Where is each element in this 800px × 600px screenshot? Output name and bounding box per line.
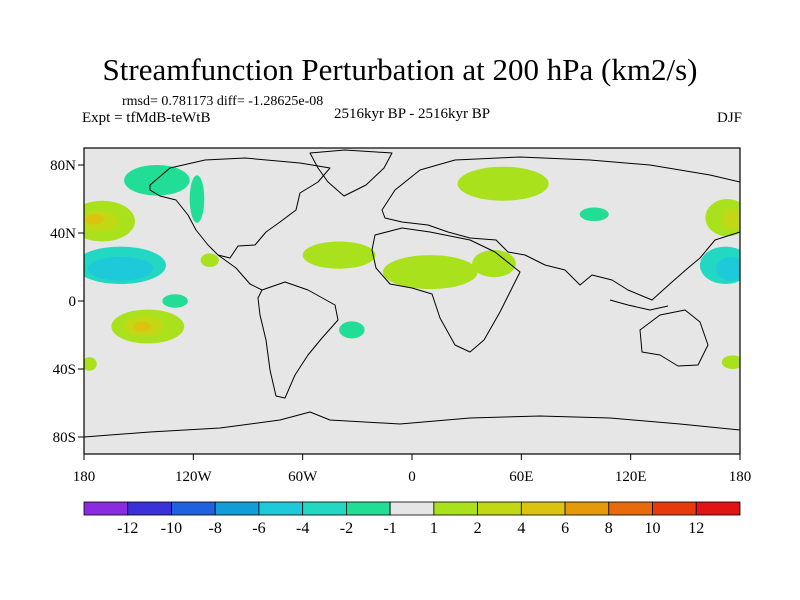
- colorbar-swatch-12: [608, 501, 653, 516]
- y-tick-label-2: 0: [69, 294, 77, 310]
- anomaly-arabia-band: [472, 250, 516, 278]
- colorbar-swatch-1: [127, 501, 172, 516]
- colorbar-swatch-9: [477, 501, 522, 516]
- colorbar-swatch-8: [433, 501, 479, 516]
- colorbar-label-9: 4: [517, 520, 525, 537]
- anomaly-alaska-canada: [124, 165, 190, 196]
- y-tick-label-0: 80N: [50, 158, 76, 174]
- anomaly-subtropical-pacific-east-core: [87, 256, 154, 281]
- stats-label: rmsd= 0.781173 diff= -1.28625e-08: [122, 94, 324, 109]
- colorbar-label-7: 1: [430, 520, 438, 537]
- experiment-label: Expt = tfMdB-teWtB: [82, 110, 211, 126]
- anomaly-atlantic-band: [302, 241, 376, 269]
- colorbar-swatch-5: [302, 501, 347, 516]
- y-tick-label-1: 40N: [50, 226, 76, 242]
- x-tick-label-6: 180: [729, 469, 752, 485]
- colorbar-label-1: -10: [161, 520, 182, 537]
- colorbar-label-0: -12: [117, 520, 138, 537]
- y-tick-label-4: 80S: [53, 430, 76, 446]
- colorbar-label-12: 10: [645, 520, 661, 537]
- season-label: DJF: [716, 110, 742, 126]
- coastlines: [84, 149, 740, 438]
- colorbar-label-4: -4: [296, 520, 309, 537]
- colorbar-label-10: 6: [561, 520, 569, 537]
- colorbar-swatch-7: [389, 501, 435, 516]
- colorbar-label-3: -6: [252, 520, 265, 537]
- colorbar-label-6: -1: [383, 520, 396, 537]
- colorbar-label-11: 8: [605, 520, 613, 537]
- anomaly-north-pacific-west-inner: [85, 214, 105, 225]
- colorbar-label-13: 12: [688, 520, 704, 537]
- chart-title: Streamfunction Perturbation at 200 hPa (…: [102, 52, 698, 87]
- colorbar-swatch-4: [258, 501, 304, 516]
- period-label: 2516kyr BP - 2516kyr BP: [333, 106, 491, 122]
- y-tick-label-3: 40S: [53, 362, 76, 378]
- anomaly-south-pacific-inner: [133, 321, 152, 332]
- x-tick-label-4: 60E: [509, 469, 533, 485]
- anomaly-russia: [457, 166, 549, 201]
- anomaly-equatorial-pacific: [162, 294, 188, 308]
- anomaly-north-pacific-east-core: [721, 209, 740, 230]
- anomaly-west-coast-strip: [189, 175, 205, 223]
- x-tick-label-5: 120E: [615, 469, 647, 485]
- colorbar-swatch-14: [695, 501, 741, 516]
- colorbar-swatch-10: [520, 501, 566, 516]
- anomaly-dateline-sw: [84, 357, 97, 371]
- colorbar-swatch-11: [564, 501, 610, 516]
- x-tick-label-1: 120W: [175, 469, 213, 485]
- colorbar-swatch-0: [83, 501, 129, 516]
- anomaly-africa-band: [382, 255, 478, 290]
- anomaly-new-zealand: [721, 355, 740, 369]
- anomaly-subtropical-pacific-west-core: [716, 256, 740, 281]
- colorbar-swatch-13: [652, 501, 697, 516]
- colorbar-label-8: 2: [474, 520, 482, 537]
- x-tick-label-0: 180: [73, 469, 96, 485]
- colorbar-label-5: -2: [340, 520, 353, 537]
- colorbar-swatch-6: [345, 501, 391, 516]
- x-tick-label-2: 60W: [288, 469, 318, 485]
- x-tick-label-3: 0: [408, 469, 416, 485]
- anomaly-central-asia: [579, 207, 609, 222]
- anomaly-mexico-gulf: [200, 253, 219, 267]
- colorbar-swatch-2: [171, 501, 216, 516]
- colorbar-label-2: -8: [209, 520, 222, 537]
- anomaly-south-atlantic: [339, 321, 365, 339]
- colorbar-swatch-3: [214, 501, 260, 516]
